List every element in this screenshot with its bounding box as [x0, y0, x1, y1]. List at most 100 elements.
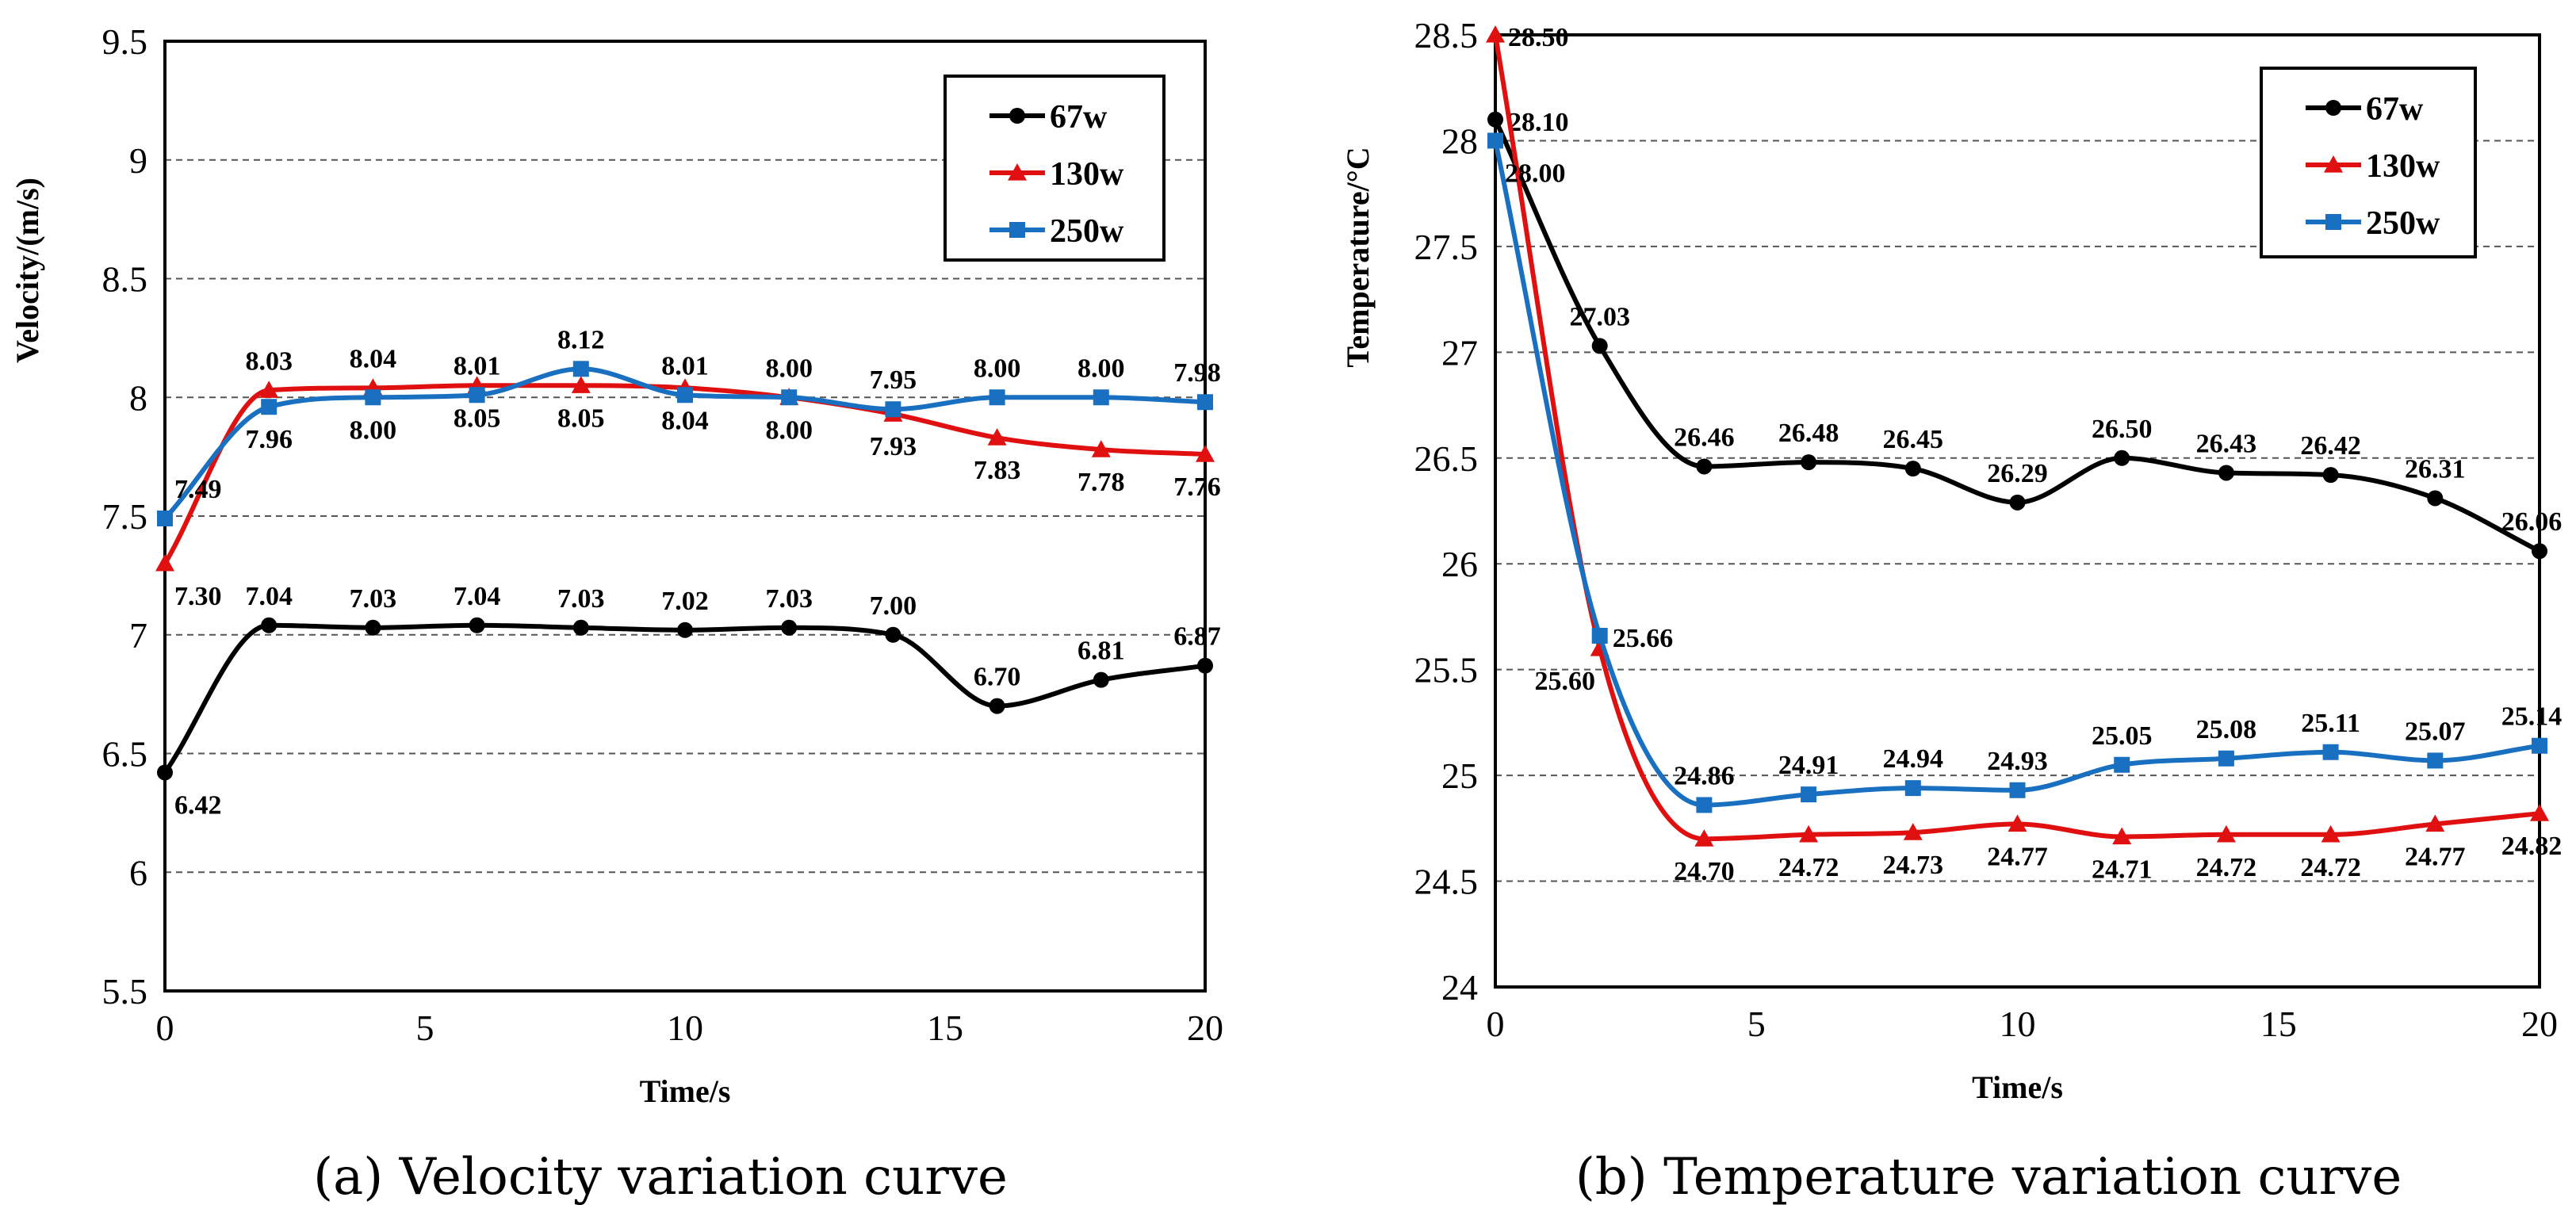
- data-point-250w: [2114, 756, 2130, 773]
- data-point-67w: [1487, 111, 1503, 128]
- x-tick-label: 5: [416, 1008, 434, 1048]
- legend: 67w 130w 250w: [944, 75, 1166, 262]
- data-label-130w: 24.82: [2501, 832, 2563, 861]
- data-point-250w: [1696, 797, 1713, 813]
- data-label-130w: 7.76: [1173, 472, 1221, 502]
- data-point-130w: [1091, 440, 1111, 457]
- data-point-67w: [1696, 458, 1713, 475]
- y-tick-label: 9: [129, 140, 147, 181]
- data-point-130w: [2321, 824, 2341, 843]
- data-label-130w: 25.60: [1534, 667, 1595, 696]
- data-label-130w: 24.73: [1883, 851, 1944, 880]
- legend-entry-67w: 67w: [1050, 99, 1108, 136]
- legend-entry-250w: 250w: [2366, 205, 2440, 242]
- data-label-130w: 8.05: [557, 404, 605, 433]
- y-tick-label: 26.5: [1414, 438, 1479, 479]
- data-point-250w: [1904, 780, 1921, 797]
- data-label-67w: 26.31: [2405, 454, 2466, 484]
- data-label-130w: 8.05: [454, 404, 501, 433]
- data-point-67w: [2009, 494, 2026, 511]
- data-point-67w: [261, 617, 278, 633]
- data-label-67w: 6.87: [1173, 622, 1221, 652]
- data-label-250w: 28.00: [1505, 159, 1566, 188]
- data-point-67w: [989, 698, 1005, 714]
- series-130w: 28.50 25.60 24.70 24.72 24.73 24.77 24.71 24.72…: [1486, 23, 2562, 886]
- velocity-caption: (a) Velocity variation curve: [313, 1148, 1008, 1207]
- data-point-250w: [157, 510, 173, 526]
- data-label-67w: 26.48: [1778, 419, 1839, 448]
- data-label-130w: 24.72: [2196, 853, 2257, 882]
- data-label-250w: 25.14: [2501, 702, 2563, 732]
- data-label-67w: 26.42: [2300, 431, 2361, 461]
- temperature-caption: (b) Temperature variation curve: [1575, 1148, 2402, 1207]
- x-axis-ticks: 0 5 10 15 20: [1487, 1004, 2559, 1044]
- data-point-67w: [1591, 338, 1608, 354]
- series-line-67w: [1493, 117, 2542, 554]
- data-label-250w: 8.01: [661, 351, 709, 381]
- data-label-250w: 24.86: [1674, 761, 1735, 790]
- data-label-130w: 7.93: [870, 432, 917, 461]
- data-label-250w: 25.08: [2196, 715, 2257, 744]
- data-label-67w: 6.70: [974, 663, 1021, 692]
- series-250w: 7.49 7.96 8.00 8.01 8.12 8.01 8.00 7.95 8.00 8.00…: [157, 325, 1221, 526]
- velocity-chart: 5.5 6 6.5 7 7.5 8 8.5 9 9.5 0 5 10 15 20 Time/s Velocit…: [10, 21, 1223, 1109]
- data-point-67w: [2427, 490, 2444, 507]
- data-label-250w: 7.96: [245, 425, 293, 454]
- data-point-67w: [781, 619, 798, 636]
- data-point-250w: [1801, 786, 1817, 803]
- y-tick-label: 28: [1441, 120, 1478, 161]
- legend-box: [944, 75, 1166, 262]
- y-tick-label: 27.5: [1414, 227, 1479, 267]
- data-point-67w: [1904, 461, 1921, 477]
- data-point-250w: [989, 389, 1005, 406]
- data-label-67w: 26.43: [2196, 429, 2257, 458]
- y-tick-label: 8.5: [102, 259, 148, 300]
- y-axis-title: Velocity/(m/s): [10, 178, 45, 363]
- data-label-67w: 7.02: [661, 587, 709, 616]
- data-label-130w: 7.78: [1077, 468, 1125, 497]
- y-tick-label: 27: [1441, 332, 1478, 373]
- data-label-250w: 8.12: [557, 325, 605, 354]
- y-tick-label: 5.5: [102, 971, 148, 1012]
- data-point-250w: [885, 401, 901, 418]
- data-label-250w: 8.00: [765, 354, 813, 383]
- data-label-250w: 25.11: [2301, 709, 2360, 738]
- data-label-130w: 24.71: [2092, 855, 2153, 885]
- data-point-250w: [2427, 752, 2444, 769]
- data-point-130w: [2425, 814, 2445, 832]
- data-label-130w: 24.72: [1778, 853, 1839, 882]
- data-label-130w: 8.03: [245, 346, 293, 376]
- data-label-250w: 8.00: [1077, 354, 1125, 383]
- data-label-250w: 7.49: [174, 475, 222, 504]
- y-axis-title: Temperature/°C: [1340, 147, 1376, 367]
- x-tick-label: 0: [1487, 1004, 1505, 1044]
- data-point-130w: [2112, 827, 2132, 845]
- legend-marker-67w: [2325, 100, 2341, 116]
- data-point-250w: [365, 389, 381, 406]
- data-point-130w: [1903, 823, 1923, 840]
- series-67w: 28.10 27.03 26.46 26.48 26.45 26.29 26.50 26.43…: [1487, 108, 2563, 560]
- data-label-250w: 25.05: [2092, 721, 2153, 751]
- gridlines: [165, 159, 1205, 874]
- data-point-250w: [2322, 744, 2339, 760]
- data-label-250w: 24.94: [1883, 744, 1944, 774]
- y-tick-label: 8: [129, 377, 147, 418]
- data-point-130w: [1486, 25, 1505, 43]
- x-tick-label: 0: [156, 1008, 174, 1048]
- data-point-130w: [1799, 824, 1819, 843]
- data-point-250w: [1487, 132, 1503, 149]
- data-label-250w: 24.91: [1778, 751, 1839, 780]
- x-axis-title: Time/s: [1972, 1069, 2063, 1105]
- data-point-250w: [2009, 782, 2026, 798]
- data-point-130w: [2008, 814, 2027, 832]
- data-point-130w: [2530, 804, 2549, 821]
- data-label-130w: 7.30: [174, 582, 222, 611]
- data-label-130w: 24.70: [1674, 857, 1735, 886]
- data-point-250w: [1197, 394, 1213, 411]
- series-line-130w: [163, 383, 1208, 566]
- data-label-67w: 26.06: [2501, 507, 2563, 537]
- data-label-130w: 24.77: [1987, 842, 2048, 871]
- y-tick-label: 24.5: [1414, 862, 1479, 902]
- legend-entry-130w: 130w: [2366, 148, 2440, 185]
- data-label-130w: 7.83: [974, 456, 1021, 485]
